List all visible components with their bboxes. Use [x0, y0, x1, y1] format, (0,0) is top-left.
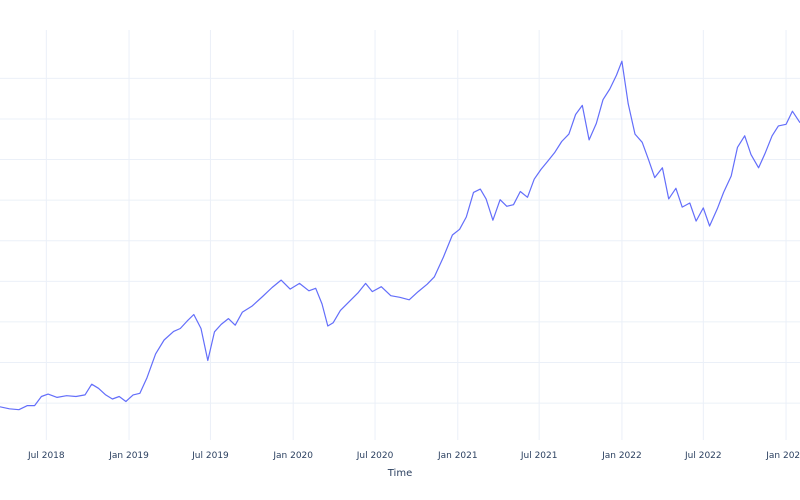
- x-tick-label: Jul 2020: [356, 451, 394, 461]
- x-tick-label: Jul 2022: [684, 451, 722, 461]
- gridlines: [0, 30, 800, 440]
- x-tick-label: Jan 2019: [108, 451, 149, 461]
- x-axis-tick-labels: Jul 2018 Jan 2019 Jul 2019 Jan 2020 Jul 2020…: [27, 451, 800, 461]
- x-tick-label: Jan 2020: [272, 451, 313, 461]
- x-axis-title: Time: [387, 468, 412, 479]
- series-line: [0, 60, 800, 411]
- x-tick-label: Jan 2022: [601, 451, 642, 461]
- x-tick-label: Jan 2021: [437, 451, 478, 461]
- x-tick-label: Jul 2019: [191, 451, 229, 461]
- x-tick-label: Jul 2018: [27, 451, 65, 461]
- series-layer: [0, 60, 800, 411]
- x-tick-label: Jan 2023: [765, 451, 800, 461]
- x-tick-label: Jul 2021: [520, 451, 558, 461]
